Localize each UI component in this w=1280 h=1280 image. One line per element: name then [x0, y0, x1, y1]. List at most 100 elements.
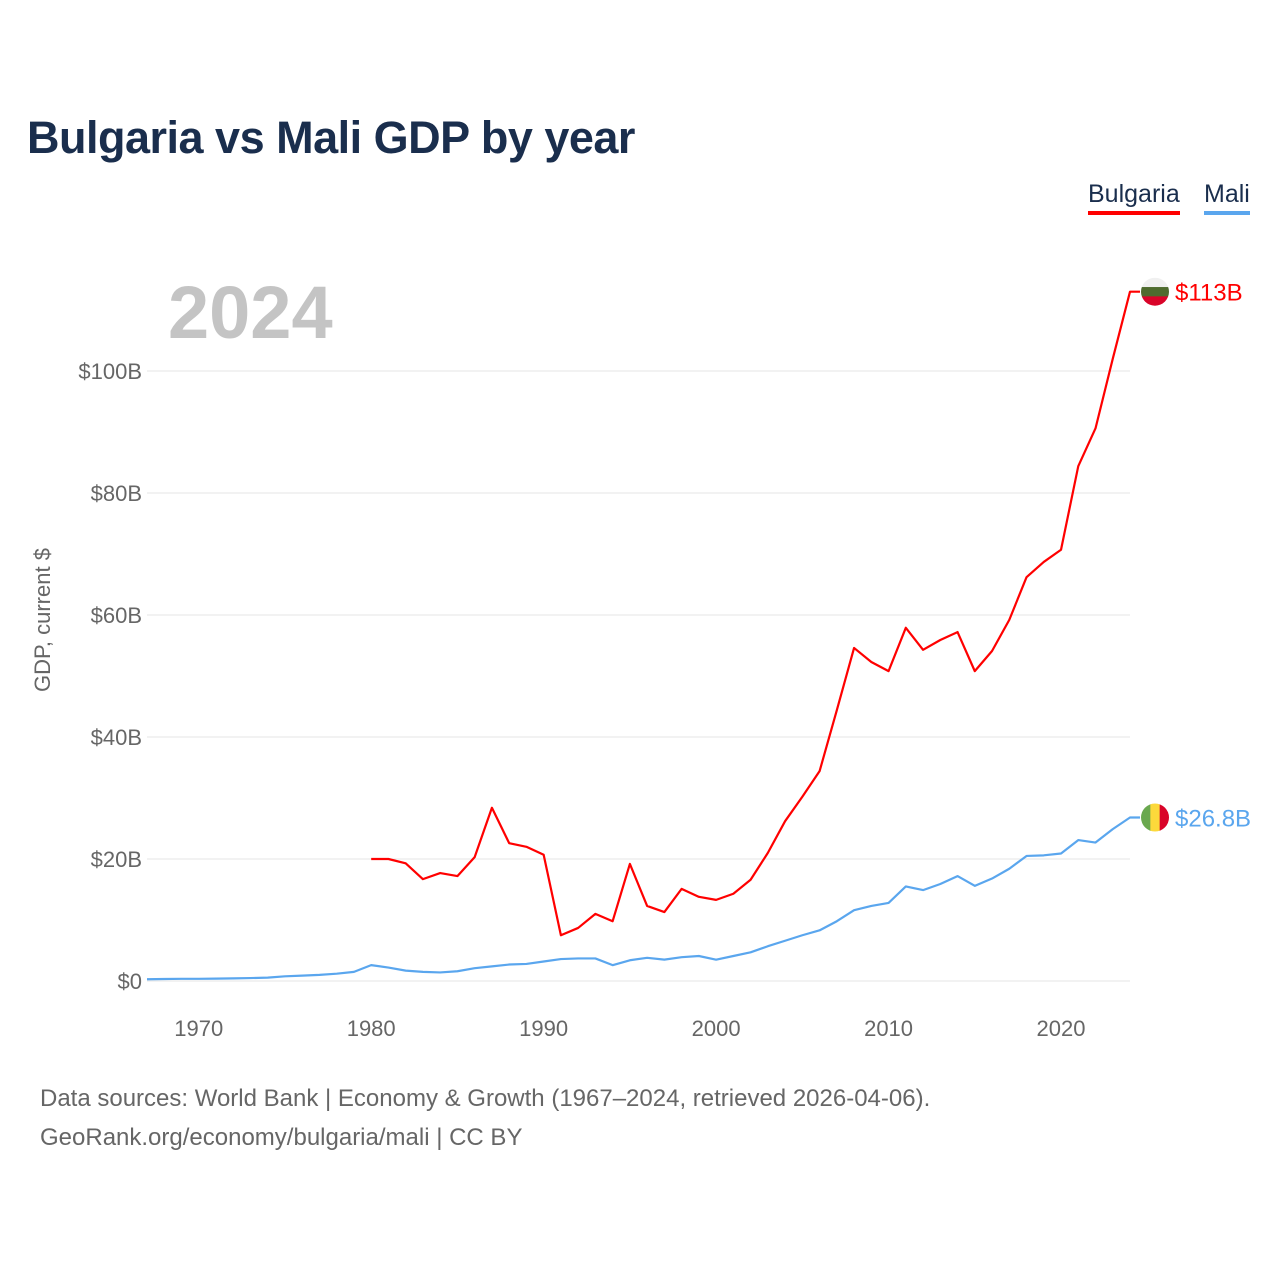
data-point-mali[interactable] — [1056, 849, 1066, 859]
data-point-mali[interactable] — [918, 885, 928, 895]
data-point-bulgaria[interactable] — [556, 930, 566, 940]
data-point-mali[interactable] — [711, 955, 721, 965]
data-point-mali[interactable] — [849, 905, 859, 915]
data-point-mali[interactable] — [625, 955, 635, 965]
data-point-mali[interactable] — [935, 879, 945, 889]
data-point-bulgaria[interactable] — [866, 657, 876, 667]
data-point-mali[interactable] — [970, 881, 980, 891]
data-point-mali[interactable] — [521, 959, 531, 969]
data-point-mali[interactable] — [987, 874, 997, 884]
data-point-bulgaria[interactable] — [970, 666, 980, 676]
data-point-bulgaria[interactable] — [1004, 615, 1014, 625]
data-point-mali[interactable] — [1004, 864, 1014, 874]
data-point-bulgaria[interactable] — [659, 907, 669, 917]
data-point-mali[interactable] — [194, 974, 204, 984]
data-point-mali[interactable] — [797, 930, 807, 940]
data-point-mali[interactable] — [539, 956, 549, 966]
data-point-mali[interactable] — [901, 881, 911, 891]
data-point-bulgaria[interactable] — [1022, 572, 1032, 582]
data-point-mali[interactable] — [642, 953, 652, 963]
data-point-mali[interactable] — [1039, 850, 1049, 860]
data-point-mali[interactable] — [245, 973, 255, 983]
data-point-mali[interactable] — [677, 952, 687, 962]
data-point-bulgaria[interactable] — [383, 854, 393, 864]
data-point-bulgaria[interactable] — [1108, 354, 1118, 364]
data-point-mali[interactable] — [383, 963, 393, 973]
data-point-bulgaria[interactable] — [573, 923, 583, 933]
legend-item-mali[interactable]: Mali — [1204, 180, 1250, 215]
data-point-bulgaria[interactable] — [677, 884, 687, 894]
data-point-bulgaria[interactable] — [521, 842, 531, 852]
data-point-bulgaria[interactable] — [590, 909, 600, 919]
data-point-mali[interactable] — [470, 963, 480, 973]
data-point-bulgaria[interactable] — [832, 705, 842, 715]
data-point-bulgaria[interactable] — [452, 871, 462, 881]
data-point-mali[interactable] — [452, 966, 462, 976]
data-point-mali[interactable] — [1073, 835, 1083, 845]
data-point-mali[interactable] — [573, 953, 583, 963]
data-point-mali[interactable] — [953, 871, 963, 881]
data-point-mali[interactable] — [815, 925, 825, 935]
data-point-mali[interactable] — [435, 967, 445, 977]
data-point-bulgaria[interactable] — [625, 859, 635, 869]
data-point-bulgaria[interactable] — [901, 623, 911, 633]
data-point-mali[interactable] — [228, 973, 238, 983]
data-point-mali[interactable] — [556, 954, 566, 964]
data-point-bulgaria[interactable] — [884, 666, 894, 676]
data-point-mali[interactable] — [332, 969, 342, 979]
legend-item-bulgaria[interactable]: Bulgaria — [1088, 180, 1180, 215]
data-point-mali[interactable] — [866, 901, 876, 911]
data-point-bulgaria[interactable] — [953, 627, 963, 637]
data-point-mali[interactable] — [590, 953, 600, 963]
data-point-mali[interactable] — [314, 970, 324, 980]
data-point-bulgaria[interactable] — [797, 792, 807, 802]
data-point-mali[interactable] — [142, 974, 152, 984]
data-point-bulgaria[interactable] — [728, 889, 738, 899]
data-point-mali[interactable] — [280, 971, 290, 981]
data-point-mali[interactable] — [659, 955, 669, 965]
data-point-bulgaria[interactable] — [815, 766, 825, 776]
data-point-bulgaria[interactable] — [366, 854, 376, 864]
data-point-mali[interactable] — [1125, 813, 1135, 823]
data-point-mali[interactable] — [263, 973, 273, 983]
data-point-mali[interactable] — [694, 951, 704, 961]
data-point-mali[interactable] — [297, 971, 307, 981]
data-point-mali[interactable] — [487, 961, 497, 971]
data-point-bulgaria[interactable] — [780, 816, 790, 826]
data-point-bulgaria[interactable] — [849, 643, 859, 653]
data-point-bulgaria[interactable] — [418, 874, 428, 884]
data-point-mali[interactable] — [211, 974, 221, 984]
data-point-mali[interactable] — [1091, 838, 1101, 848]
data-point-bulgaria[interactable] — [539, 850, 549, 860]
data-point-bulgaria[interactable] — [608, 916, 618, 926]
data-point-mali[interactable] — [780, 936, 790, 946]
data-point-bulgaria[interactable] — [1039, 557, 1049, 567]
data-point-bulgaria[interactable] — [1073, 461, 1083, 471]
data-point-mali[interactable] — [1022, 851, 1032, 861]
data-point-mali[interactable] — [746, 947, 756, 957]
data-point-bulgaria[interactable] — [642, 901, 652, 911]
footer-link[interactable]: GeoRank.org/economy/bulgaria/mali | CC B… — [40, 1124, 523, 1151]
data-point-bulgaria[interactable] — [746, 875, 756, 885]
data-point-mali[interactable] — [728, 951, 738, 961]
data-point-mali[interactable] — [401, 966, 411, 976]
data-point-bulgaria[interactable] — [1056, 545, 1066, 555]
data-point-bulgaria[interactable] — [1125, 287, 1135, 297]
data-point-bulgaria[interactable] — [694, 892, 704, 902]
data-point-bulgaria[interactable] — [711, 895, 721, 905]
data-point-mali[interactable] — [1108, 824, 1118, 834]
data-point-mali[interactable] — [832, 916, 842, 926]
data-point-bulgaria[interactable] — [470, 852, 480, 862]
data-point-bulgaria[interactable] — [763, 848, 773, 858]
data-point-mali[interactable] — [763, 941, 773, 951]
data-point-bulgaria[interactable] — [987, 646, 997, 656]
data-point-mali[interactable] — [884, 898, 894, 908]
data-point-mali[interactable] — [159, 974, 169, 984]
data-point-mali[interactable] — [504, 960, 514, 970]
data-point-bulgaria[interactable] — [918, 645, 928, 655]
data-point-bulgaria[interactable] — [1091, 423, 1101, 433]
data-point-mali[interactable] — [418, 967, 428, 977]
data-point-bulgaria[interactable] — [487, 803, 497, 813]
data-point-bulgaria[interactable] — [435, 868, 445, 878]
data-point-bulgaria[interactable] — [401, 858, 411, 868]
